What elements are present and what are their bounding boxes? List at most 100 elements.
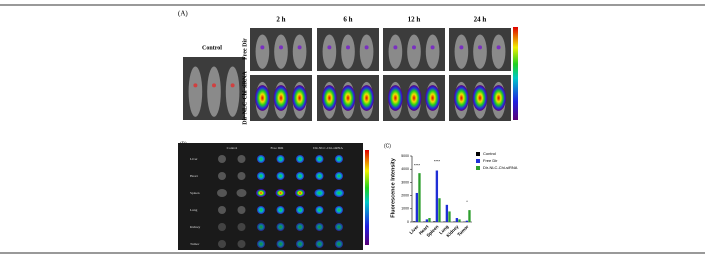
signal — [407, 85, 422, 111]
signal — [431, 45, 435, 49]
organ — [296, 240, 304, 248]
row-label: Dir-NLC-Chi-siRNA — [242, 71, 248, 125]
signal — [491, 85, 506, 111]
organ — [315, 189, 325, 197]
column-header: 6 h — [343, 16, 352, 24]
row-label: Spleen — [190, 191, 200, 195]
y-tick-label: 1000 — [401, 207, 409, 211]
legend-swatch — [476, 166, 480, 170]
mouse — [189, 66, 203, 116]
organ — [238, 223, 246, 231]
bar — [433, 221, 435, 222]
panel-label: (C) — [384, 143, 391, 149]
colorbar — [365, 150, 369, 245]
organ — [218, 240, 226, 248]
annotation: **** — [414, 163, 421, 168]
organ — [257, 223, 265, 231]
column-header: Dir-NLC-Chi-siRNA — [313, 146, 343, 150]
signal — [322, 85, 337, 111]
organ — [277, 155, 285, 163]
signal — [346, 45, 350, 49]
signal — [231, 83, 235, 87]
mouse — [207, 66, 221, 116]
signal — [260, 45, 264, 49]
signal — [359, 85, 374, 111]
organ — [296, 155, 304, 163]
row-label: Liver — [190, 157, 198, 161]
organ — [316, 240, 324, 248]
signal — [365, 45, 369, 49]
y-tick-label: 2000 — [401, 194, 409, 198]
mouse — [389, 34, 403, 68]
signal — [478, 45, 482, 49]
legend-label: Free Dir — [483, 158, 498, 163]
row-label: Free Dir — [242, 38, 248, 60]
organ — [335, 206, 343, 214]
organ — [218, 155, 226, 163]
organ — [218, 172, 226, 180]
legend-swatch — [476, 152, 480, 156]
x-tick-label: Tumor — [456, 224, 469, 237]
row-label: Heart — [190, 174, 198, 178]
column-header: 12 h — [408, 16, 421, 24]
mouse — [256, 34, 270, 68]
organ — [316, 223, 324, 231]
bar — [468, 210, 470, 222]
bar — [413, 221, 415, 222]
organ — [316, 206, 324, 214]
bar — [466, 221, 468, 222]
signal — [279, 45, 283, 49]
organ — [256, 189, 266, 197]
mouse — [293, 34, 307, 68]
bar — [438, 198, 440, 222]
y-tick-label: 5000 — [401, 154, 409, 158]
annotation: **** — [434, 159, 441, 164]
row-label: Kidney — [190, 225, 201, 229]
signal — [327, 45, 331, 49]
bar — [428, 218, 430, 222]
mouse — [323, 34, 337, 68]
organ — [217, 189, 227, 197]
column-header: Free DiR — [271, 146, 285, 150]
organ — [277, 172, 285, 180]
column-header: 24 h — [474, 16, 487, 24]
mouse — [426, 34, 440, 68]
organ — [295, 189, 305, 197]
mouse — [407, 34, 421, 68]
organ — [257, 172, 265, 180]
organ — [335, 240, 343, 248]
legend-swatch — [476, 159, 480, 163]
signal — [274, 85, 289, 111]
y-axis-label: Fluorescence Intensity — [390, 157, 396, 218]
mouse — [226, 66, 240, 116]
organ — [238, 206, 246, 214]
annotation: * — [466, 199, 468, 204]
signal — [298, 45, 302, 49]
panel-label: (A) — [178, 10, 188, 18]
organ — [334, 189, 344, 197]
organ — [296, 206, 304, 214]
organ — [237, 189, 247, 197]
legend-label: Dir-NLC-Chi-siRNA — [483, 165, 518, 170]
mouse — [473, 34, 487, 68]
organ — [316, 155, 324, 163]
organ — [257, 240, 265, 248]
organ — [335, 172, 343, 180]
signal — [193, 83, 197, 87]
mouse — [360, 34, 374, 68]
bar — [426, 219, 428, 222]
organ — [257, 206, 265, 214]
organ — [257, 155, 265, 163]
signal — [473, 85, 488, 111]
signal — [454, 85, 469, 111]
signal — [412, 45, 416, 49]
mouse — [341, 34, 355, 68]
bar — [418, 173, 420, 222]
column-header: Control — [227, 146, 238, 150]
colorbar — [513, 27, 518, 120]
signal — [459, 45, 463, 49]
row-label: Tumor — [190, 242, 200, 246]
organ — [238, 172, 246, 180]
bar — [446, 205, 448, 222]
